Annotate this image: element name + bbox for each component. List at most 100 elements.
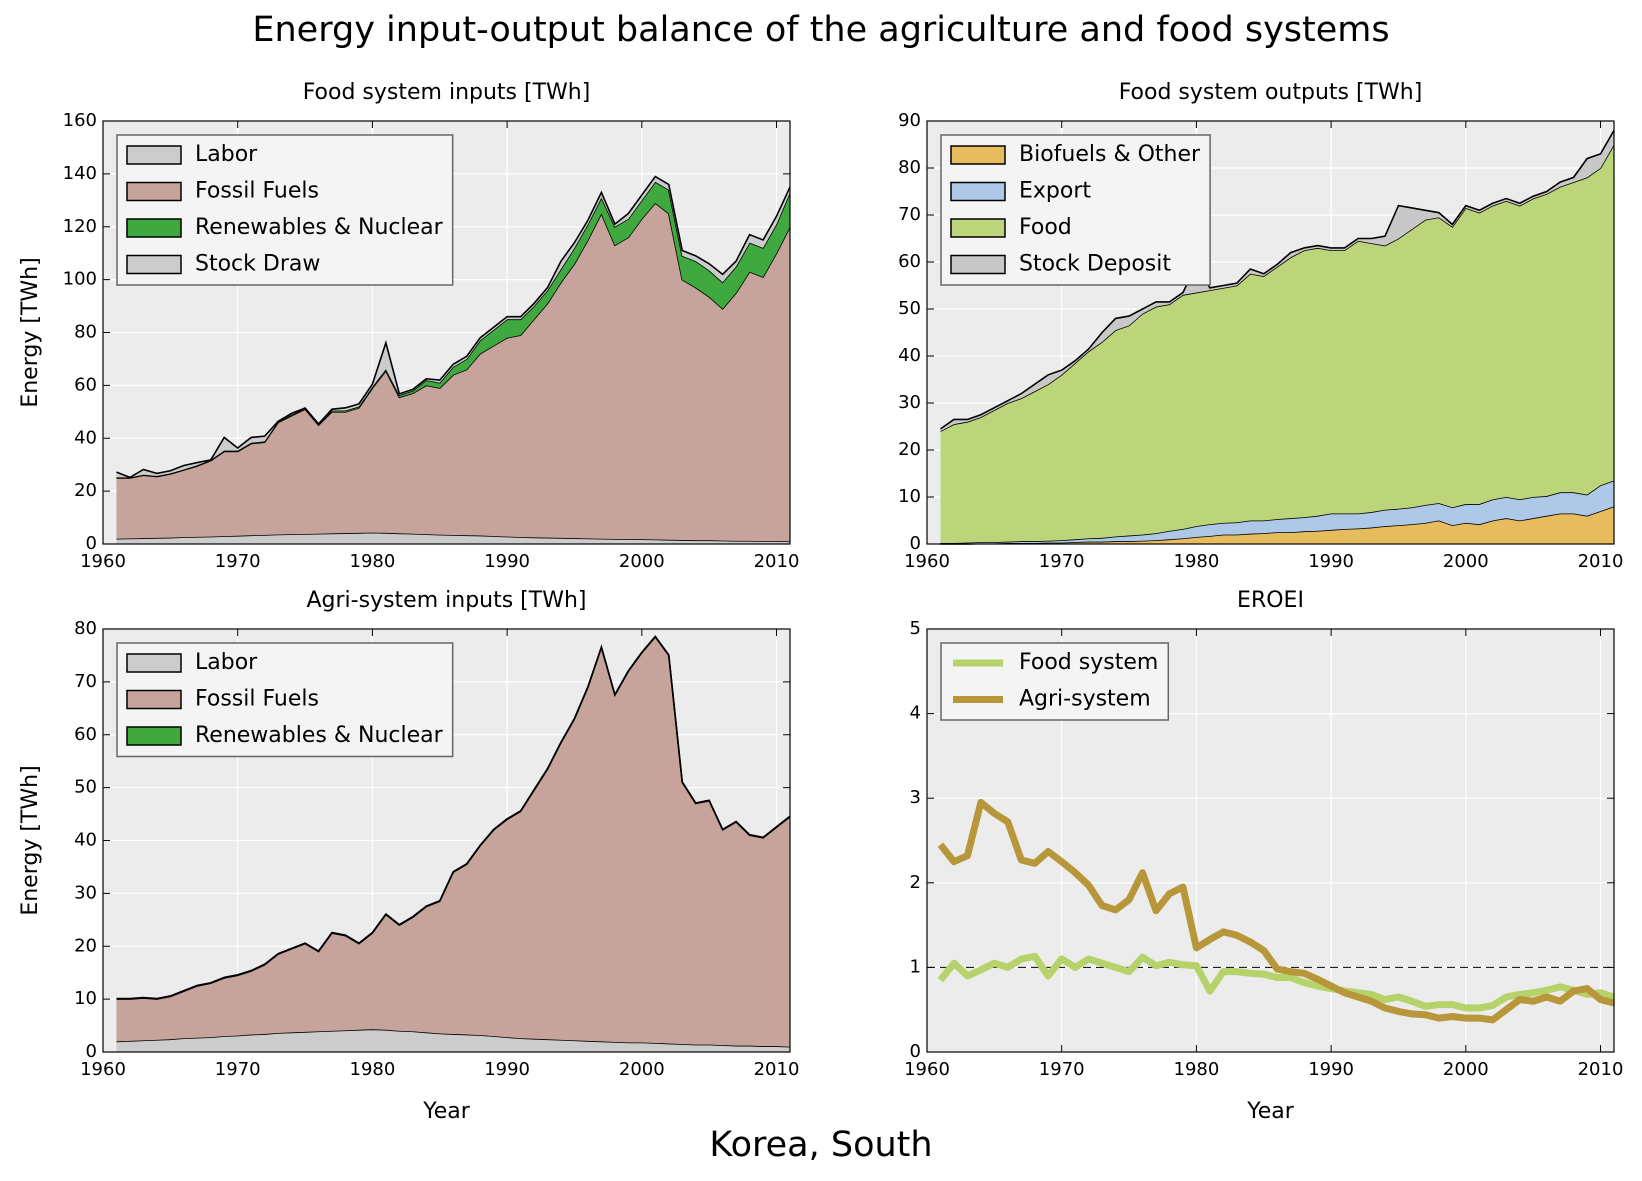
x-tick-label: 1980 [1174, 1059, 1220, 1080]
line [937, 798, 1615, 1024]
legend-label: Food [1019, 215, 1072, 240]
x-tick-label: 1980 [350, 551, 396, 572]
y-tick-label: 4 [910, 703, 921, 724]
y-tick-label: 90 [898, 110, 921, 131]
legend-swatch [126, 181, 182, 202]
y-tick-label: 10 [74, 988, 97, 1009]
area [116, 1029, 791, 1052]
x-tick-label: 1960 [904, 1059, 950, 1080]
y-tick-label: 60 [74, 724, 97, 745]
subplot-title: Agri-system inputs [TWh] [307, 588, 587, 613]
area [940, 480, 1614, 544]
legend: Labor Fossil Fuels Renewables & Nuclear [116, 642, 454, 758]
y-tick-label: 100 [63, 269, 97, 290]
y-axis-label: Energy [TWh] [18, 257, 43, 407]
y-tick-label: 0 [86, 1041, 97, 1062]
legend-label: Renewables & Nuclear [195, 215, 444, 240]
y-tick-label: 3 [910, 787, 921, 808]
legend-swatch [126, 726, 182, 746]
x-tick-label: 2010 [1578, 1059, 1624, 1080]
y-tick-label: 120 [63, 216, 97, 237]
y-tick-label: 70 [898, 204, 921, 225]
y-tick-label: 40 [898, 345, 921, 366]
x-tick-label: 1960 [80, 551, 126, 572]
x-tick-label: 2000 [619, 1059, 665, 1080]
legend-swatch [950, 254, 1006, 275]
subplot: Food system inputs [TWh] Energy [TWh] 0 20 4… [18, 80, 799, 572]
y-tick-label: 160 [63, 110, 97, 131]
y-tick-label: 5 [910, 618, 921, 639]
subplot: Food system outputs [TWh] 0 10 20 30 40 50 60 70… [898, 80, 1623, 572]
y-tick-label: 20 [74, 480, 97, 501]
area [116, 636, 791, 1047]
y-tick-label: 20 [74, 935, 97, 956]
x-axis-label: Year [422, 1099, 471, 1124]
legend-label: Stock Deposit [1019, 252, 1171, 277]
area-edge [940, 130, 1615, 430]
legend-swatch [126, 254, 182, 275]
subplot-title: Food system outputs [TWh] [1119, 80, 1423, 105]
y-tick-label: 0 [910, 533, 921, 554]
legend-label: Fossil Fuels [195, 179, 319, 204]
legend-label: Biofuels & Other [1019, 142, 1201, 167]
y-tick-label: 50 [898, 298, 921, 319]
plot-frame [926, 628, 1615, 1053]
legend-swatch [950, 181, 1006, 202]
y-tick-label: 20 [898, 439, 921, 460]
x-tick-label: 1990 [1308, 1059, 1354, 1080]
area-edge [940, 479, 1615, 544]
legend-box [940, 642, 1170, 721]
legend-swatch [950, 145, 1006, 165]
y-tick-label: 0 [910, 1041, 921, 1062]
subplot: EROEI Year 0 1 2 3 4 5 1960 1970 1980 1990 2000 2010 F… [904, 588, 1623, 1124]
x-tick-label: 2010 [1578, 551, 1624, 572]
area [116, 202, 791, 542]
subplot-title: Food system inputs [TWh] [303, 80, 591, 105]
area [116, 532, 791, 544]
x-tick-label: 1970 [1039, 551, 1085, 572]
legend-swatch [126, 145, 182, 165]
legend-swatch [950, 218, 1006, 238]
area-edge [940, 144, 1615, 432]
area-edge [116, 635, 791, 1000]
y-tick-label: 10 [898, 486, 921, 507]
area-edge [116, 175, 791, 479]
legend: Labor Fossil Fuels Renewables & Nuclear Sto… [116, 134, 454, 286]
x-tick-label: 1960 [904, 551, 950, 572]
x-tick-label: 1980 [1174, 551, 1220, 572]
y-tick-label: 80 [74, 618, 97, 639]
x-tick-label: 2010 [754, 1059, 800, 1080]
legend-label: Labor [195, 142, 258, 167]
legend: Food system Agri-system [940, 642, 1170, 721]
plot-frame [926, 120, 1615, 545]
y-tick-label: 0 [86, 533, 97, 554]
legend-swatch [126, 689, 182, 710]
country-label: Korea, South [709, 1125, 932, 1165]
y-tick-label: 60 [898, 251, 921, 272]
legend-swatch [126, 218, 182, 238]
x-tick-label: 1980 [350, 1059, 396, 1080]
legend-label: Renewables & Nuclear [195, 723, 444, 748]
x-axis-label: Year [1246, 1099, 1295, 1124]
plot-frame [102, 628, 791, 1053]
x-tick-label: 1960 [80, 1059, 126, 1080]
legend-label: Stock Draw [195, 252, 320, 277]
y-tick-label: 40 [74, 830, 97, 851]
x-tick-label: 1970 [215, 1059, 261, 1080]
y-tick-label: 50 [74, 777, 97, 798]
y-tick-label: 60 [74, 374, 97, 395]
y-tick-label: 2 [910, 872, 921, 893]
plot-frame [102, 120, 791, 545]
y-tick-label: 140 [63, 163, 97, 184]
y-axis-label: Energy [TWh] [18, 765, 43, 915]
legend-label: Fossil Fuels [195, 687, 319, 712]
legend-label: Agri-system [1019, 687, 1151, 712]
x-tick-label: 1990 [484, 1059, 530, 1080]
area [940, 144, 1614, 544]
x-tick-label: 1970 [215, 551, 261, 572]
figure-title: Energy input-output balance of the agric… [252, 10, 1389, 50]
subplot-title: EROEI [1237, 588, 1304, 613]
legend-swatch [126, 653, 182, 673]
legend-label: Food system [1019, 650, 1158, 675]
y-tick-label: 30 [898, 392, 921, 413]
